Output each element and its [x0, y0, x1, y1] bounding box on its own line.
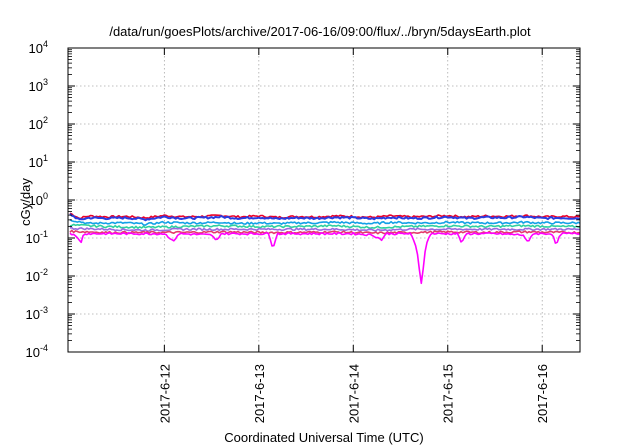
y-axis-label: cGy/day: [18, 178, 33, 226]
y-tick-label: 101: [29, 153, 48, 170]
y-tick-label: 102: [29, 115, 48, 132]
x-tick-label: 2017-6-15: [441, 364, 456, 423]
series-line: [69, 218, 581, 226]
x-tick-label: 2017-6-12: [157, 364, 172, 423]
x-tick-label: 2017-6-13: [252, 364, 267, 423]
grid: [68, 48, 580, 352]
series-line: [69, 231, 581, 285]
x-axis-label: Coordinated Universal Time (UTC): [224, 430, 423, 445]
series-line: [69, 226, 581, 232]
series-line: [69, 213, 581, 222]
x-tick-label: 2017-6-14: [346, 364, 361, 423]
series-line: [69, 223, 581, 230]
series-group: [69, 212, 581, 285]
y-tick-labels: 10-4 10-3 10-2 10-1 100 101 102 103 104: [26, 39, 48, 360]
y-tick-label: 100: [29, 191, 48, 208]
axis-ticks: [68, 47, 580, 353]
chart-title: /data/run/goesPlots/archive/2017-06-16/0…: [109, 24, 531, 39]
y-tick-label: 10-4: [26, 343, 48, 360]
y-tick-label: 104: [29, 39, 48, 56]
x-tick-labels: 2017-6-12 2017-6-13 2017-6-14 2017-6-15 2017…: [157, 364, 550, 423]
y-tick-label: 103: [29, 77, 48, 94]
y-tick-label: 10-1: [26, 229, 48, 246]
y-tick-label: 10-3: [26, 305, 48, 322]
x-tick-label: 2017-6-16: [535, 364, 550, 423]
y-tick-label: 10-2: [26, 267, 48, 284]
